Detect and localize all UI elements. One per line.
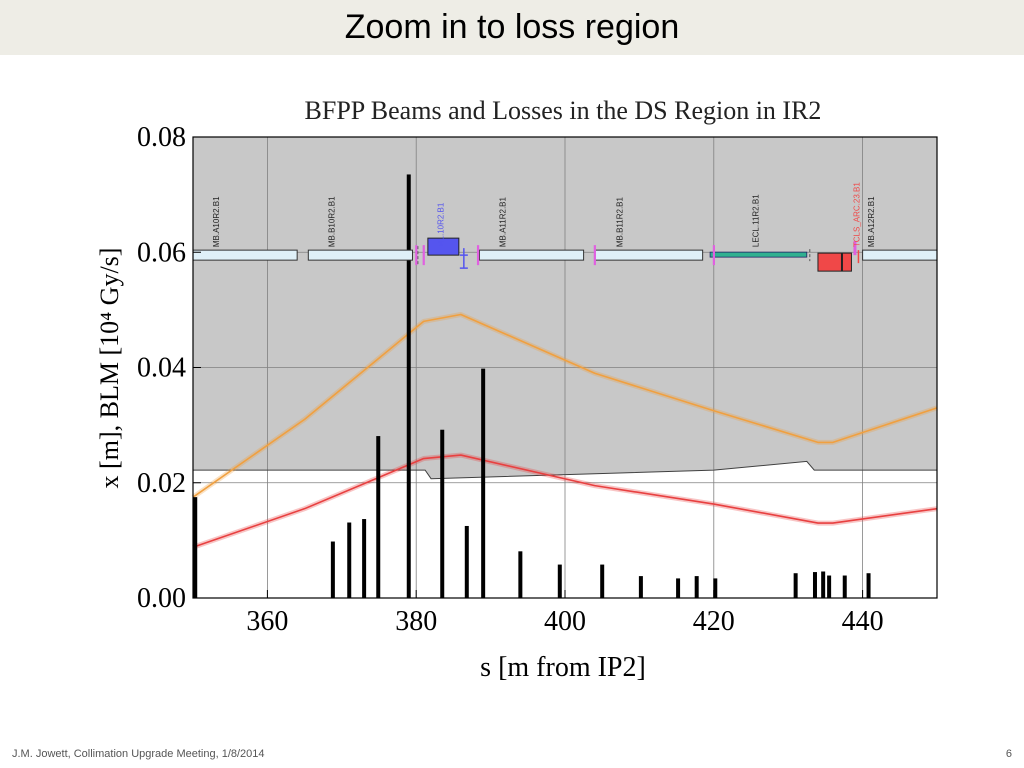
slide-title: Zoom in to loss region (344, 8, 680, 46)
blm-bar (362, 519, 367, 598)
chart-title: BFPP Beams and Losses in the DS Region i… (305, 96, 822, 125)
blm-bar (406, 174, 411, 599)
quadrupole-magnet (427, 237, 460, 256)
element-label: MB.A10R2.B1 (212, 196, 221, 247)
dipole-magnet (594, 249, 704, 261)
blm-bar (676, 578, 681, 598)
blm-bar (866, 573, 871, 598)
blm-bar (330, 541, 335, 598)
y-tick-label: 0.08 (137, 122, 186, 153)
blm-bar (557, 564, 562, 598)
blm-bar (842, 575, 847, 598)
magnet-end-marker (593, 245, 596, 266)
blm-bar (638, 576, 643, 598)
x-tick-label: 360 (246, 606, 288, 637)
element-label: TCLS_ARC.23.B1 (852, 182, 861, 247)
x-tick-label: 380 (395, 606, 437, 637)
collimator (817, 252, 852, 272)
element-label: MB.A12R2.B1 (867, 196, 876, 247)
blm-bar (821, 571, 826, 598)
page-number: 6 (1005, 748, 1012, 760)
blm-bar (812, 572, 817, 598)
slide-title-bar: Zoom in to loss region (0, 0, 1024, 55)
blm-bar (481, 368, 486, 598)
blm-bar (347, 522, 352, 598)
y-tick-label: 0.00 (137, 583, 186, 614)
dipole-magnet (307, 249, 413, 261)
element-label: ML.10R2.B1 (436, 202, 445, 247)
blm-bar (518, 551, 523, 598)
magnet-end-marker (422, 245, 425, 266)
axes: 360 380 400 420 440 0.00 0.02 0.04 0.06 0.08 (137, 122, 938, 637)
element-label: MB.B10R2.B1 (327, 196, 336, 247)
plot-area: MB.A10R2.B1 MB.B10R2.B1 ML.10R2.B1 MB.A11R2… (191, 136, 938, 599)
element-label: MB.A11R2.B1 (499, 196, 508, 247)
dipole-magnet (192, 249, 298, 261)
blm-bar (464, 525, 469, 598)
y-axis-label: x [m], BLM [10⁴ Gy/s] (95, 248, 124, 489)
element-label: LECL.11R2.B1 (751, 194, 760, 247)
blm-bar (694, 576, 699, 598)
y-tick-label: 0.04 (137, 353, 186, 384)
red-beam-line (192, 454, 938, 549)
x-tick-label: 440 (842, 606, 884, 637)
orange-beam-line (192, 313, 938, 498)
element-label: MB.B11R2.B1 (616, 196, 625, 247)
blm-bar (793, 573, 798, 598)
x-axis-label: s [m from IP2] (480, 652, 646, 683)
footer-credit: J.M. Jowett, Collimation Upgrade Meeting… (12, 748, 265, 760)
blm-bar (193, 497, 198, 598)
blm-bar (600, 564, 605, 598)
y-tick-label: 0.02 (137, 468, 186, 499)
blm-bar (713, 578, 718, 598)
magnet-end-marker (712, 245, 715, 266)
blm-bar (440, 429, 445, 598)
blm-bar (827, 575, 832, 598)
aperture-line (193, 460, 937, 480)
collimator-marker (853, 241, 857, 256)
dipole-magnet (862, 249, 938, 261)
magnet-end-marker (476, 245, 480, 266)
x-tick-label: 400 (544, 606, 586, 637)
y-tick-label: 0.06 (137, 237, 186, 268)
lecl-element (709, 251, 808, 258)
x-tick-label: 420 (693, 606, 735, 637)
magnet-end-marker (415, 245, 418, 266)
blm-bar (376, 436, 381, 598)
dipole-magnet (478, 249, 585, 261)
